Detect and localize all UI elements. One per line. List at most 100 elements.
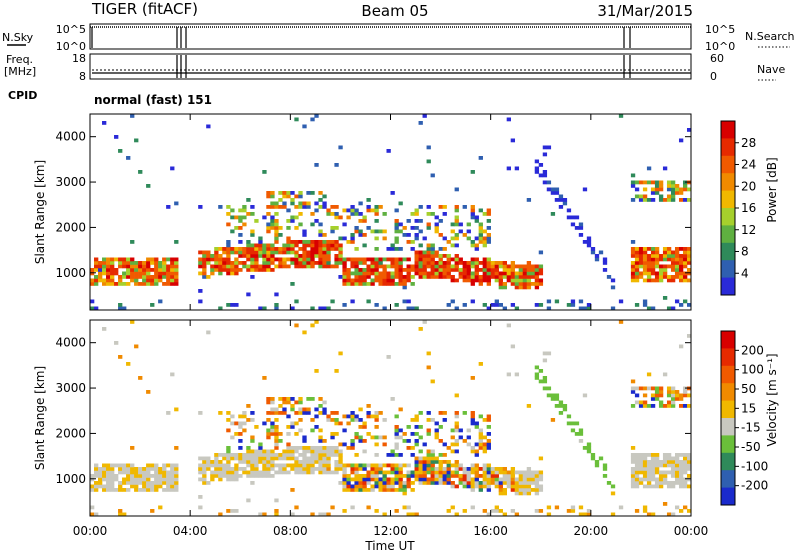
velocity-echo-cell [670, 386, 676, 391]
velocity-echo-cell [642, 400, 648, 405]
velocity-echo-cell [146, 481, 151, 485]
power-echo-cell [494, 278, 499, 283]
power-echo-cell [258, 268, 263, 272]
power-echo-cell [506, 275, 511, 279]
power-echo-cell [670, 191, 676, 195]
power-echo-cell [394, 275, 399, 279]
velocity-echo-cell [678, 467, 684, 471]
velocity-echo-cell [454, 512, 459, 517]
power-echo-cell [270, 205, 275, 209]
velocity-echo-cell [654, 470, 660, 475]
velocity-echo-cell [474, 470, 479, 475]
power-echo-cell [314, 243, 319, 248]
power-echo-cell [522, 268, 528, 272]
velocity-echo-cell [166, 477, 171, 482]
power-echo-cell [434, 250, 439, 255]
power-echo-cell [486, 212, 491, 216]
power-echo-cell [366, 268, 371, 272]
power-echo-cell [238, 261, 243, 265]
velocity-echo-cell [274, 411, 279, 415]
power-echo-cell [514, 271, 520, 276]
velocity-echo-cell [214, 467, 219, 471]
velocity-echo-cell [254, 470, 259, 475]
velocity-echo-cell [650, 512, 656, 517]
velocity-echo-cell [538, 477, 544, 482]
power-echo-cell [638, 257, 644, 262]
velocity-echo-cell [314, 320, 319, 324]
power-echo-cell [566, 215, 572, 220]
power-echo-cell [458, 275, 463, 279]
power-echo-cell [398, 247, 403, 251]
power-echo-cell [642, 299, 648, 304]
power-echo-cell [226, 271, 231, 276]
velocity-echo-cell [398, 428, 403, 433]
velocity-echo-cell [470, 414, 475, 419]
velocity-echo-cell [442, 477, 447, 482]
velocity-echo-cell [670, 390, 676, 394]
velocity-echo-cell [218, 453, 223, 457]
velocity-echo-cell [310, 467, 315, 471]
velocity-echo-cell [238, 456, 243, 461]
velocity-echo-cell [270, 460, 275, 464]
power-echo-cell [606, 275, 612, 279]
power-echo-cell [374, 275, 379, 279]
power-echo-cell [406, 233, 411, 237]
power-echo-cell [346, 268, 351, 272]
velocity-echo-cell [470, 477, 475, 482]
power-echo-cell [106, 268, 111, 272]
power-echo-cell [162, 271, 167, 276]
velocity-echo-cell [422, 470, 427, 475]
velocity-echo-cell [258, 442, 263, 447]
power-echo-cell [430, 212, 435, 216]
velocity-echo-cell [302, 453, 307, 457]
power-echo-cell [382, 229, 387, 234]
power-echo-cell [686, 268, 692, 272]
velocity-echo-cell [234, 474, 239, 478]
velocity-echo-cell [374, 414, 379, 419]
velocity-echo-cell [286, 453, 291, 457]
velocity-echo-cell [486, 418, 491, 422]
power-echo-cell [226, 268, 231, 272]
power-echo-cell [294, 117, 299, 122]
power-echo-cell [150, 257, 155, 262]
power-echo-cell [250, 261, 255, 265]
power-echo-cell [454, 306, 459, 311]
power-echo-cell [646, 271, 652, 276]
power-echo-cell [502, 306, 507, 311]
velocity-echo-cell [102, 488, 107, 492]
velocity-echo-cell [346, 488, 351, 492]
velocity-echo-cell [154, 467, 159, 471]
power-echo-cell [342, 222, 347, 227]
power-echo-cell [502, 275, 507, 279]
velocity-echo-cell [538, 379, 544, 384]
power-echo-cell [490, 275, 495, 279]
power-echo-cell [678, 271, 684, 276]
power-echo-cell [458, 268, 463, 272]
velocity-echo-cell [226, 456, 231, 461]
power-echo-cell [322, 201, 327, 206]
power-echo-cell [242, 250, 247, 255]
power-echo-cell [102, 268, 107, 272]
power-echo-cell [398, 282, 403, 286]
velocity-echo-cell [686, 453, 692, 457]
power-echo-cell [338, 275, 343, 279]
velocity-echo-cell [642, 460, 648, 464]
velocity-echo-cell [442, 474, 447, 478]
velocity-echo-cell [674, 467, 680, 471]
velocity-echo-cell [674, 470, 680, 475]
velocity-echo-cell [130, 446, 135, 450]
velocity-echo-cell [410, 474, 415, 478]
power-echo-cell [646, 198, 652, 202]
velocity-echo-cell [686, 477, 692, 482]
power-echo-cell [358, 271, 363, 276]
velocity-echo-cell [374, 481, 379, 485]
freq-label: Freq. [6, 53, 33, 66]
power-echo-cell [390, 264, 395, 269]
power-echo-cell [274, 240, 279, 244]
power-echo-cell [514, 275, 520, 279]
velocity-echo-cell [318, 439, 323, 443]
power-echo-cell [334, 261, 339, 265]
velocity-echo-cell [278, 432, 283, 436]
velocity-echo-cell [502, 470, 507, 475]
power-echo-cell [326, 254, 331, 258]
